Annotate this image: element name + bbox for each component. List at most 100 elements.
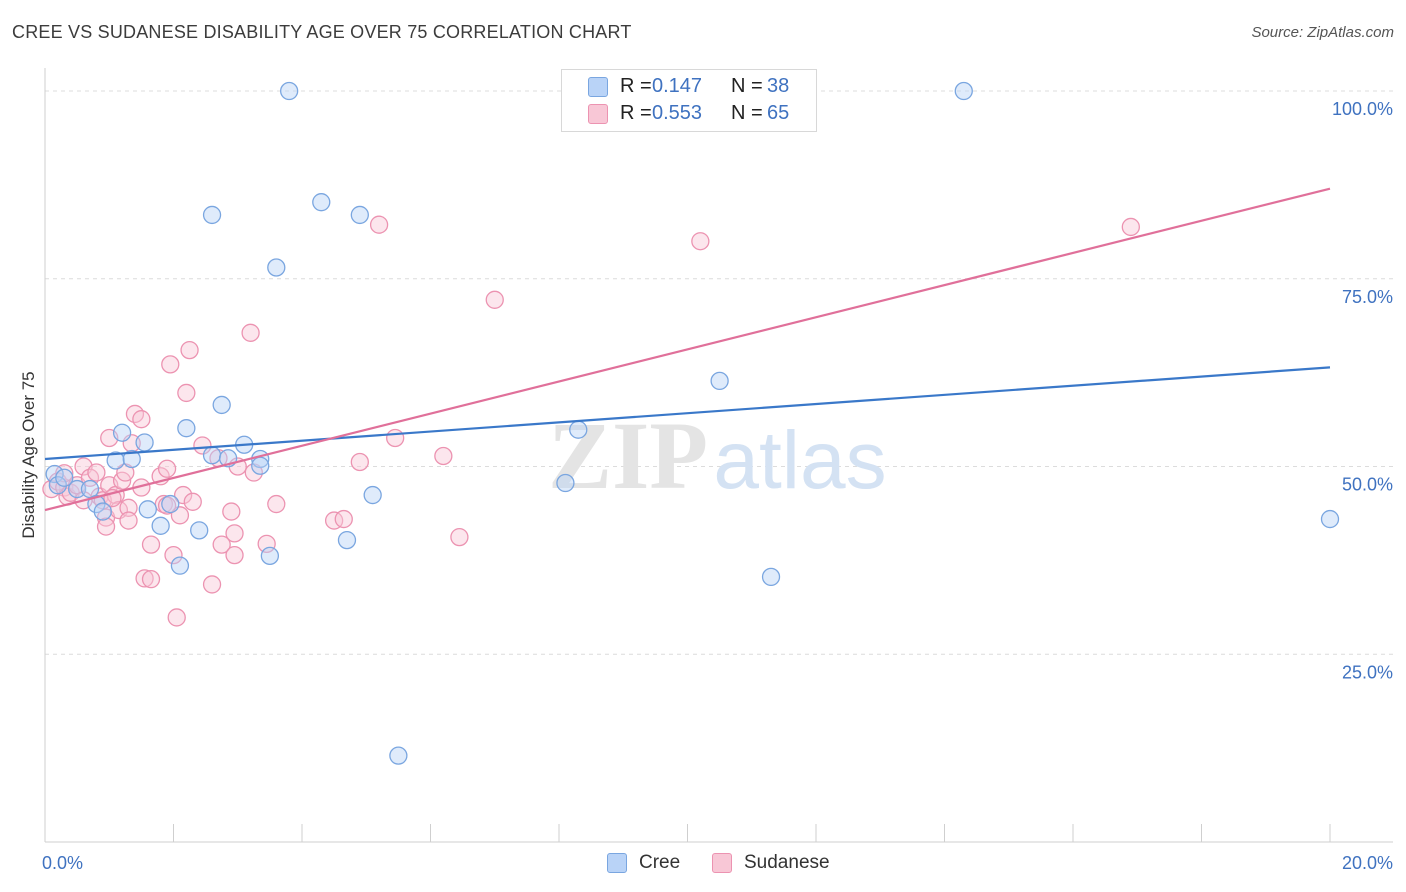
cree-point: [363, 485, 382, 505]
cree-point: [1320, 509, 1340, 529]
sudanese-point: [180, 340, 199, 360]
cree-point: [55, 468, 74, 487]
sudanese-point: [132, 410, 151, 429]
sudanese-point: [167, 608, 186, 627]
cree-point: [161, 494, 180, 514]
sudanese-point: [183, 492, 202, 511]
cree-point: [93, 502, 112, 521]
cree-point: [202, 446, 222, 465]
cree-point: [267, 258, 286, 277]
chart-title: CREE VS SUDANESE DISABILITY AGE OVER 75 …: [12, 22, 632, 42]
axes: [44, 68, 1393, 843]
cree-r-value: 0.147: [652, 75, 703, 97]
tick-labels: 25.0% 50.0% 75.0% 100.0% 0.0% 20.0%: [42, 99, 1393, 873]
cree-point: [202, 205, 222, 225]
cree-point: [569, 420, 588, 439]
cree-point: [350, 205, 369, 225]
sudanese-legend-swatch: [712, 853, 732, 873]
sudanese-trend-line: [44, 187, 1331, 512]
sudanese-point: [96, 517, 116, 536]
cree-point: [177, 419, 196, 438]
sudanese-n-value: 65: [767, 102, 790, 124]
sudanese-point: [225, 545, 244, 565]
trend-lines: [44, 187, 1331, 512]
sudanese-point: [177, 383, 196, 403]
sudanese-point: [225, 524, 244, 543]
x-tick-label-end: 20.0%: [1342, 853, 1393, 873]
sudanese-point: [164, 545, 183, 565]
cree-point: [761, 567, 781, 587]
sudanese-point: [173, 485, 193, 505]
sudanese-point: [350, 452, 369, 472]
sudanese-point: [267, 494, 286, 514]
sudanese-point: [161, 355, 180, 374]
cree-n-value: 38: [767, 75, 790, 97]
y-tick-label: 100.0%: [1332, 99, 1393, 119]
sudanese-point: [119, 498, 138, 517]
sudanese-point: [193, 436, 212, 455]
y-tick-label: 50.0%: [1342, 475, 1393, 495]
sudanese-point: [202, 575, 222, 594]
cree-point: [312, 193, 331, 212]
sudanese-points: [42, 215, 1140, 627]
sudanese-point: [87, 463, 106, 482]
cree-point: [87, 494, 106, 514]
sudanese-point: [119, 511, 138, 530]
sudanese-point: [386, 428, 405, 448]
cree-point: [135, 433, 154, 452]
sudanese-point: [485, 290, 504, 309]
y-axis-label: Disability Age Over 75: [19, 371, 38, 538]
cree-trend-line: [44, 366, 1331, 461]
cree-point: [251, 456, 270, 475]
cree-point: [337, 530, 357, 550]
sudanese-point: [334, 509, 353, 529]
cree-point: [260, 546, 280, 566]
cree-point: [67, 479, 87, 499]
cree-point: [389, 746, 408, 765]
sudanese-point: [212, 535, 231, 554]
cree-point: [80, 479, 100, 499]
cree-n-label: N =: [731, 75, 763, 97]
sudanese-legend-label: Sudanese: [744, 852, 830, 873]
sudanese-point: [691, 232, 710, 251]
cree-legend-swatch: [607, 853, 627, 873]
cree-point: [710, 371, 729, 391]
cree-swatch: [588, 77, 608, 97]
sudanese-point: [157, 459, 177, 478]
sudanese-point: [1121, 217, 1140, 237]
cree-point: [106, 451, 125, 470]
cree-point: [556, 473, 575, 493]
watermark: ZIP atlas: [548, 402, 887, 509]
y-tick-label: 75.0%: [1342, 287, 1393, 307]
sudanese-n-label: N =: [731, 102, 763, 124]
cree-point: [170, 556, 190, 575]
cree-r-label: R =: [620, 75, 652, 97]
sudanese-r-value: 0.553: [652, 102, 703, 124]
x-tick-label-start: 0.0%: [42, 853, 83, 873]
sudanese-point: [141, 535, 161, 554]
cree-point: [48, 476, 67, 495]
cree-point: [279, 81, 299, 101]
cree-point: [954, 81, 973, 101]
cree-point: [122, 449, 141, 469]
cree-points: [45, 81, 1340, 765]
sudanese-swatch: [588, 104, 608, 124]
sudanese-point: [369, 215, 389, 234]
sudanese-point: [222, 502, 241, 521]
watermark-atlas: atlas: [713, 415, 886, 506]
cree-legend-label: Cree: [639, 852, 681, 873]
cree-point: [151, 516, 170, 535]
sudanese-point: [434, 446, 453, 466]
gridlines: [45, 90, 1393, 655]
cree-point: [212, 395, 231, 415]
correlation-legend: R = 0.147 N = 38 R = 0.553 N = 65: [561, 69, 817, 132]
sudanese-point: [141, 570, 161, 589]
sudanese-r-label: R =: [620, 102, 652, 124]
sudanese-point: [241, 323, 260, 342]
sudanese-point: [135, 569, 154, 588]
sudanese-point: [257, 534, 276, 554]
cree-point: [138, 500, 157, 519]
watermark-zip: ZIP: [548, 402, 708, 509]
y-tick-label: 25.0%: [1342, 662, 1393, 682]
